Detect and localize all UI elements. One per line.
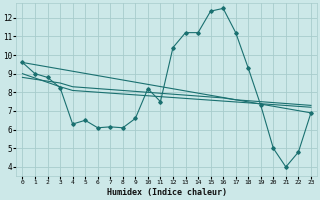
X-axis label: Humidex (Indice chaleur): Humidex (Indice chaleur) (107, 188, 227, 197)
